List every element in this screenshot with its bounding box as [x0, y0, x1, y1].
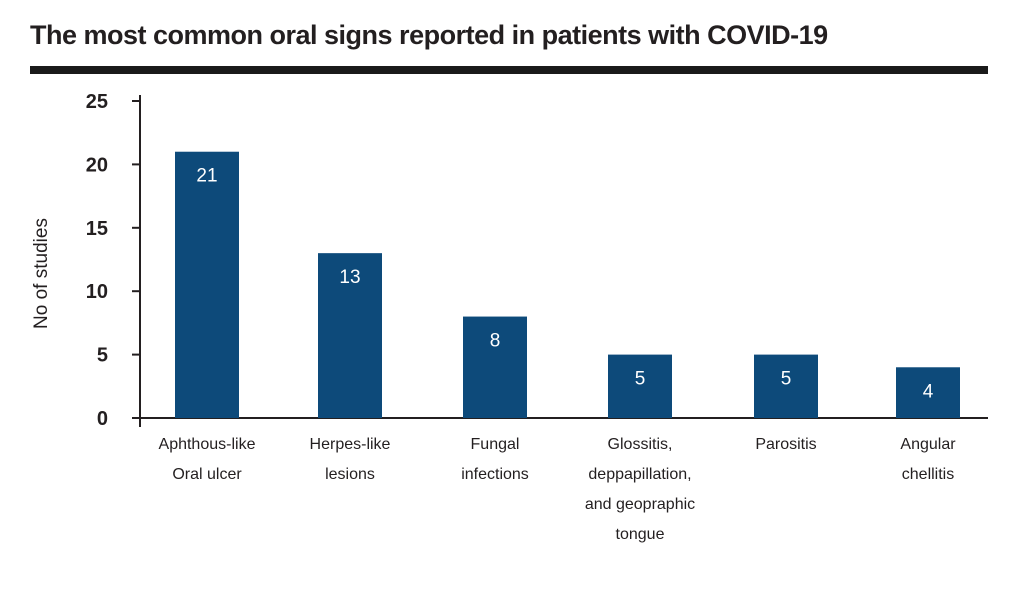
category-label: Parositis	[755, 436, 816, 453]
category-label: Fungal infections	[461, 436, 529, 483]
category-label: Glossitis, deppapillation, and geopraphic t…	[585, 436, 695, 543]
y-tick-label: 10	[86, 281, 108, 303]
bar-value-label: 8	[490, 331, 501, 352]
bar	[318, 253, 382, 418]
bar-value-label: 21	[196, 166, 217, 187]
y-tick-label: 25	[86, 91, 108, 113]
bar	[608, 354, 672, 418]
bar-value-label: 13	[339, 267, 360, 288]
y-tick-label: 15	[86, 218, 108, 240]
chart-title: The most common oral signs reported in p…	[30, 20, 828, 50]
title-divider	[30, 66, 988, 74]
y-tick-label: 5	[97, 345, 108, 367]
category-label: Aphthous-like Oral ulcer	[159, 436, 256, 483]
bar	[754, 354, 818, 418]
y-axis-title: No of studies	[31, 218, 52, 329]
bar-value-label: 5	[635, 369, 646, 390]
y-tick-label: 20	[86, 154, 108, 176]
y-tick-label: 0	[97, 408, 108, 430]
bar-value-label: 4	[923, 381, 934, 402]
bar	[463, 316, 527, 418]
category-label: Angular chellitis	[900, 436, 956, 483]
bar	[896, 367, 960, 418]
category-label: Herpes-like lesions	[310, 436, 391, 483]
bar	[175, 151, 239, 418]
bar-value-label: 5	[781, 369, 792, 390]
